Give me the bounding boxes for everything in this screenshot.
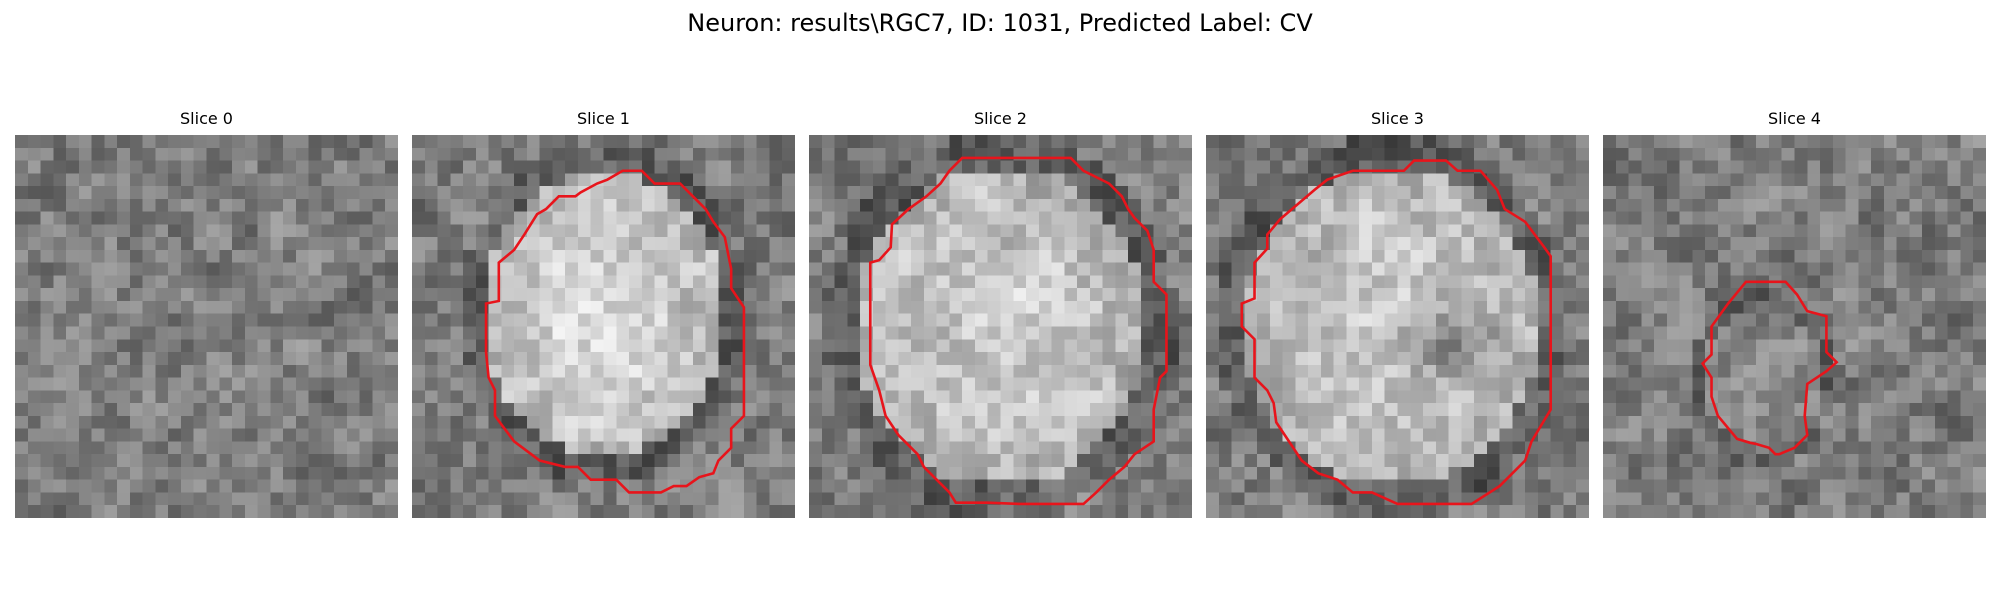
slice-0-pixels [15,135,398,518]
slice-3-overlay [1206,135,1589,518]
slice-1-overlay [412,135,795,518]
slice-2-panel: Slice 2 [809,108,1192,130]
slice-1-pixels [412,135,795,518]
slice-1-image [412,135,795,518]
slice-0-image [15,135,398,518]
slice-1-title: Slice 1 [577,109,630,128]
slice-4-contour [1703,282,1837,454]
slice-2-title: Slice 2 [974,109,1027,128]
slice-4-panel: Slice 4 [1603,108,1986,518]
slice-1-contour [486,171,744,493]
slice-3-image [1206,135,1589,518]
slice-0-title: Slice 0 [180,109,233,128]
slice-1-panel: Slice 1 [412,108,795,518]
slice-4-pixels [1603,135,1986,518]
slice-0-panel: Slice 0 [15,108,398,518]
slice-0-overlay [15,135,398,518]
figure-title: Neuron: results\RGC7, ID: 1031, Predicte… [687,9,1313,37]
slice-4-image [1603,135,1986,518]
slice-3-pixels [1206,135,1589,518]
slice-3-contour [1242,161,1551,504]
slice-3-panel: Slice 3 [1206,108,1589,130]
slice-2-contour [870,158,1166,504]
slice-2-pixels [809,135,1192,518]
slice-4-overlay [1603,135,1986,518]
slice-2-image [809,135,1192,518]
slice-3-title: Slice 3 [1371,109,1424,128]
slice-2-overlay [809,135,1192,518]
slice-4-title: Slice 4 [1768,109,1821,128]
